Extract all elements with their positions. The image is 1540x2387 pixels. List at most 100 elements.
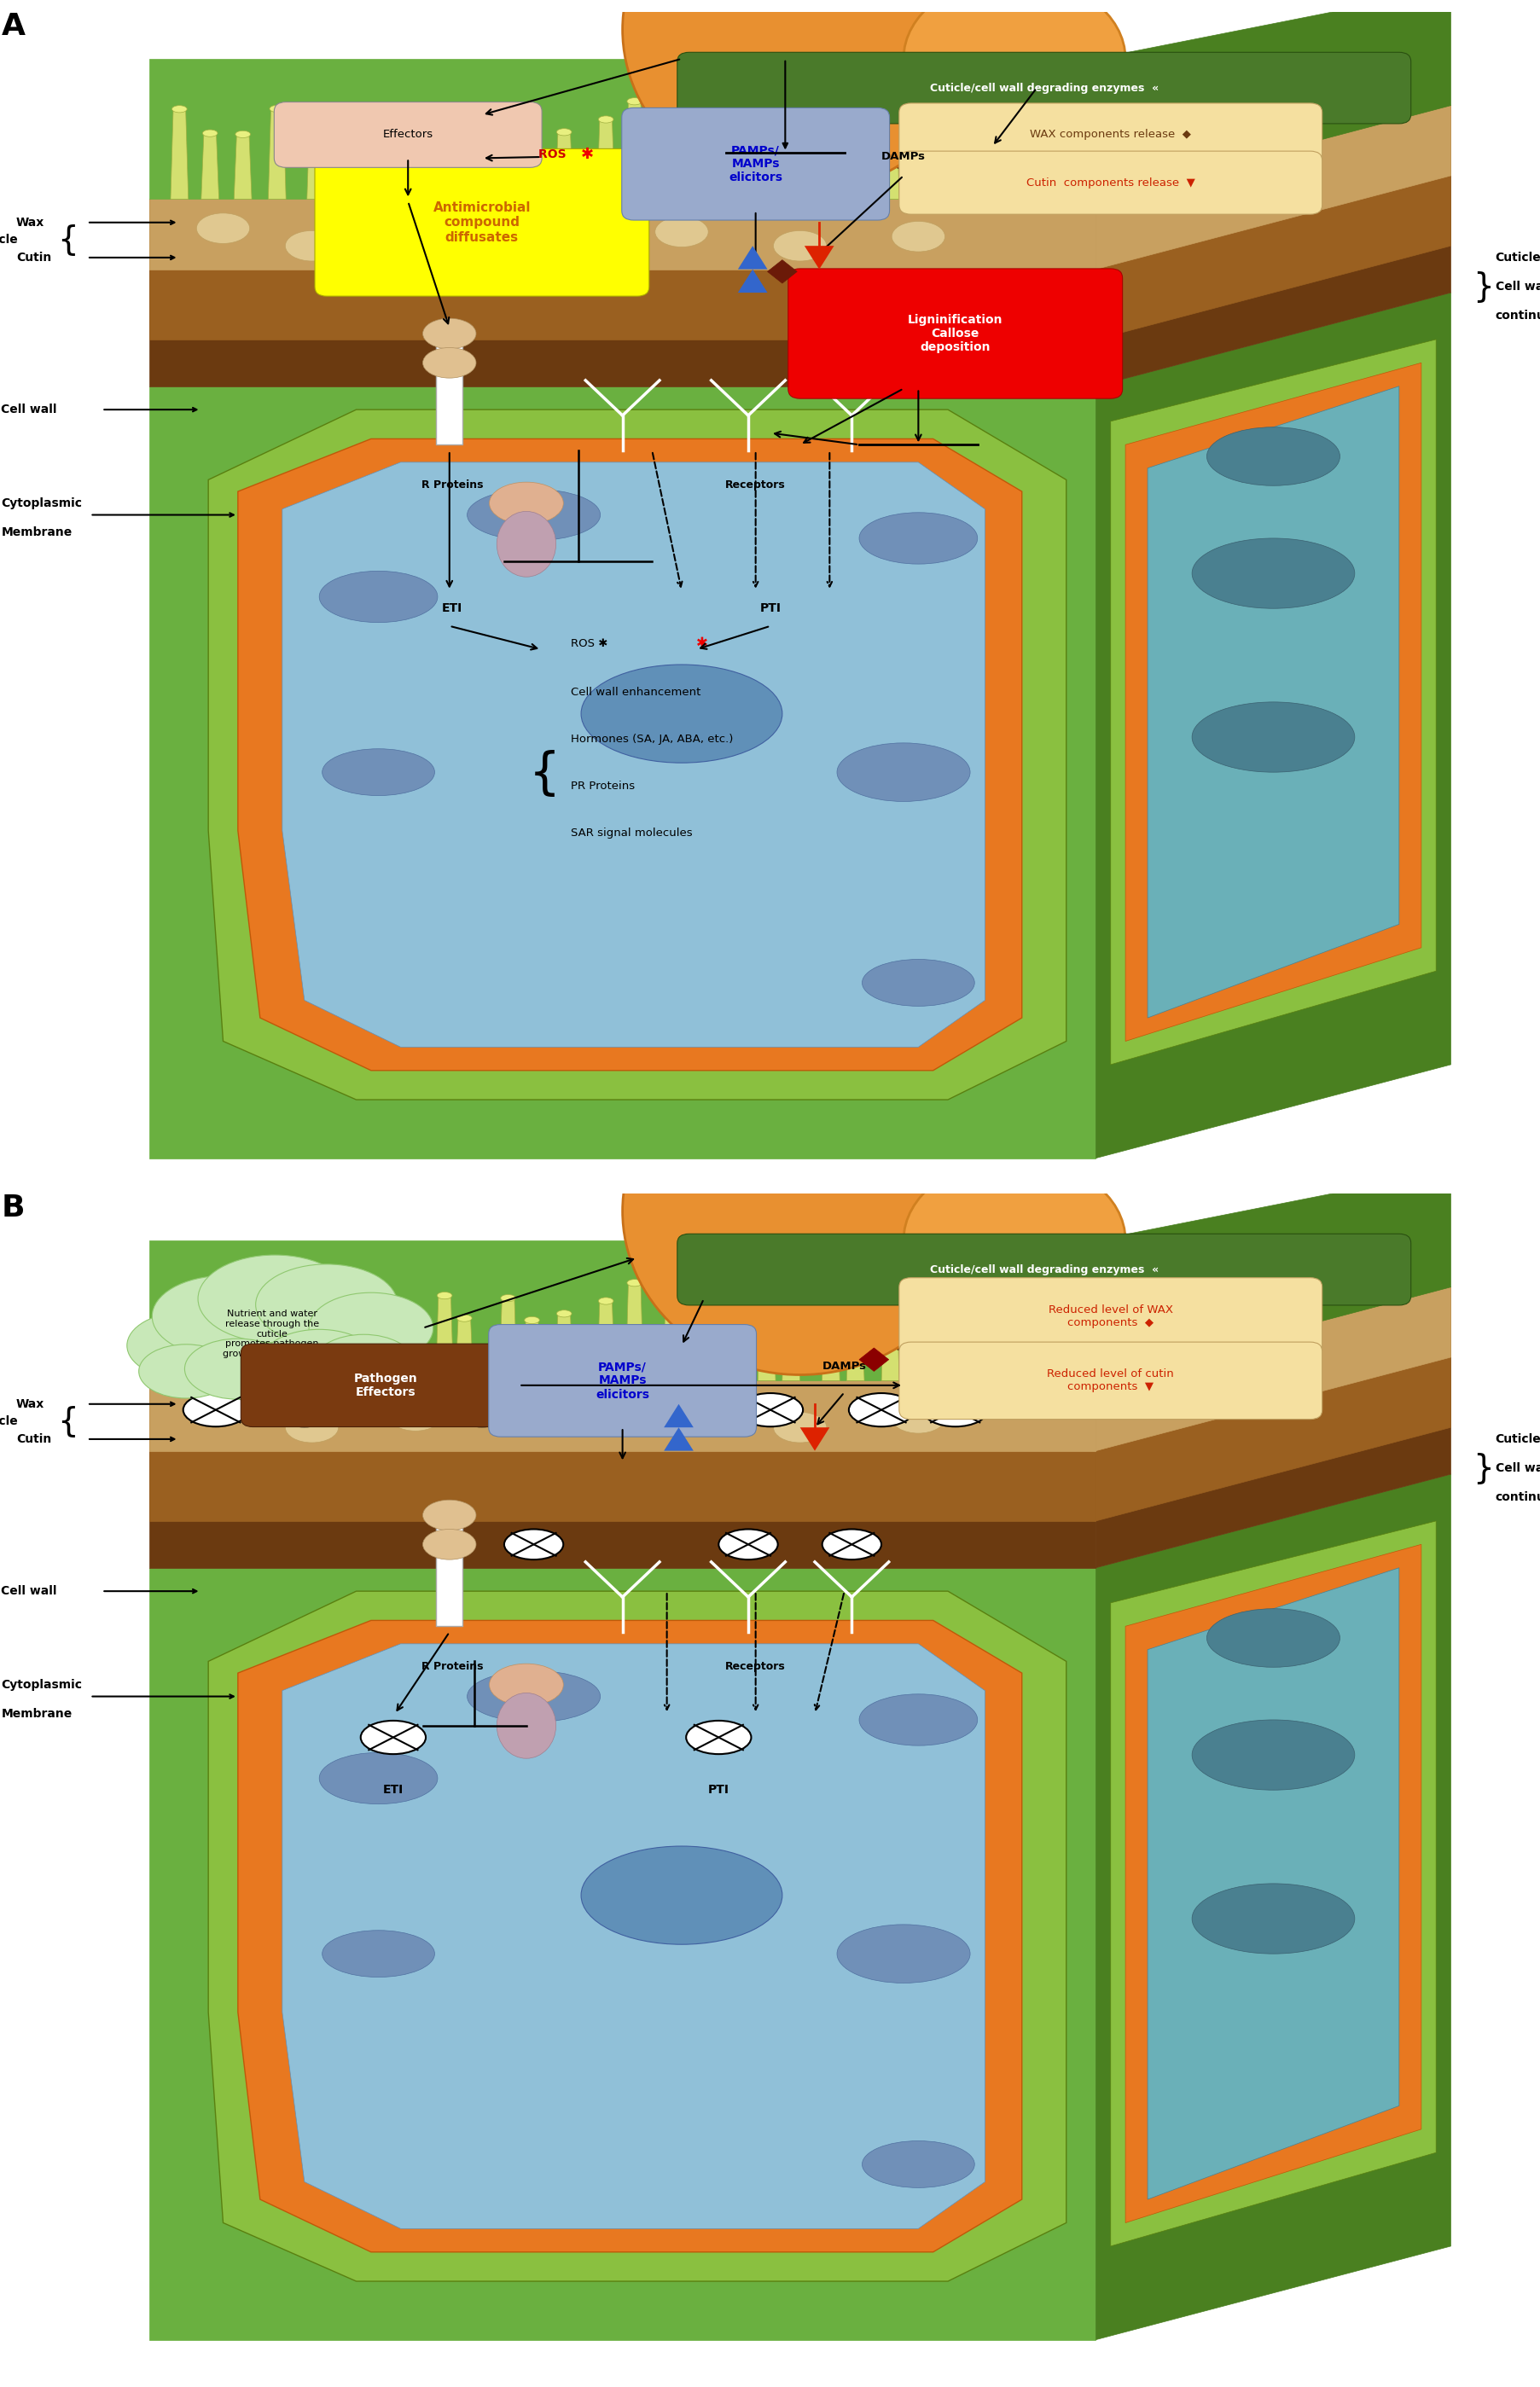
Ellipse shape	[718, 1530, 778, 1559]
Ellipse shape	[958, 136, 973, 143]
Polygon shape	[662, 105, 681, 198]
Ellipse shape	[496, 511, 556, 578]
Bar	[436, 1521, 462, 1626]
Polygon shape	[436, 1296, 453, 1380]
Polygon shape	[821, 1296, 839, 1380]
Text: ETI: ETI	[382, 1783, 403, 1795]
Ellipse shape	[990, 119, 1004, 127]
Text: PTI: PTI	[707, 1783, 728, 1795]
Polygon shape	[918, 131, 936, 198]
Text: R Proteins: R Proteins	[422, 1661, 484, 1673]
Bar	[436, 339, 462, 444]
Ellipse shape	[822, 110, 838, 117]
Polygon shape	[719, 1306, 738, 1380]
Polygon shape	[1095, 1170, 1451, 1380]
Ellipse shape	[139, 1344, 234, 1399]
Text: Hormones (SA, JA, ABA, etc.): Hormones (SA, JA, ABA, etc.)	[570, 733, 733, 745]
Polygon shape	[821, 115, 839, 198]
Ellipse shape	[360, 1721, 425, 1754]
Ellipse shape	[285, 232, 339, 260]
Ellipse shape	[654, 1399, 708, 1427]
Text: continuum: continuum	[1494, 1492, 1540, 1504]
Text: Cutin: Cutin	[15, 1432, 51, 1444]
Ellipse shape	[313, 1334, 414, 1392]
Polygon shape	[436, 115, 453, 198]
Polygon shape	[1013, 110, 1030, 198]
Text: Cuticle: Cuticle	[0, 1415, 17, 1427]
Ellipse shape	[270, 1287, 285, 1294]
Ellipse shape	[622, 1048, 976, 1375]
Ellipse shape	[422, 1530, 476, 1559]
Ellipse shape	[1206, 427, 1340, 485]
Ellipse shape	[862, 2141, 973, 2186]
Polygon shape	[958, 138, 975, 198]
Ellipse shape	[1206, 1609, 1340, 1666]
FancyBboxPatch shape	[899, 103, 1321, 167]
Ellipse shape	[545, 1394, 610, 1427]
Ellipse shape	[524, 1318, 539, 1325]
Polygon shape	[1095, 294, 1451, 1158]
Polygon shape	[149, 1380, 1095, 1451]
FancyBboxPatch shape	[488, 1325, 756, 1437]
Ellipse shape	[922, 1394, 987, 1427]
Ellipse shape	[581, 664, 782, 764]
Text: B: B	[2, 1194, 25, 1222]
Text: PR Proteins: PR Proteins	[570, 781, 634, 792]
Polygon shape	[859, 1349, 889, 1370]
Polygon shape	[881, 1287, 899, 1380]
Text: Cell wall: Cell wall	[2, 403, 57, 415]
Ellipse shape	[919, 127, 935, 134]
Polygon shape	[767, 260, 796, 284]
Ellipse shape	[126, 1313, 245, 1380]
Ellipse shape	[687, 124, 702, 131]
Polygon shape	[499, 1299, 517, 1380]
Polygon shape	[202, 134, 219, 198]
Text: Reduced level of cutin
components  ▼: Reduced level of cutin components ▼	[1047, 1368, 1173, 1392]
FancyBboxPatch shape	[899, 150, 1321, 215]
Ellipse shape	[889, 1325, 947, 1353]
Polygon shape	[554, 131, 573, 198]
Ellipse shape	[236, 1313, 251, 1320]
Ellipse shape	[172, 1287, 186, 1294]
FancyBboxPatch shape	[314, 148, 648, 296]
Ellipse shape	[1192, 1719, 1354, 1790]
Ellipse shape	[862, 960, 973, 1007]
Ellipse shape	[422, 317, 476, 349]
Text: Cuticle/cell wall degrading enzymes  «: Cuticle/cell wall degrading enzymes «	[929, 84, 1158, 93]
Ellipse shape	[721, 1301, 736, 1308]
Ellipse shape	[500, 112, 516, 119]
Polygon shape	[208, 1592, 1066, 2282]
Text: {: {	[57, 224, 79, 255]
Ellipse shape	[859, 513, 976, 563]
FancyBboxPatch shape	[678, 53, 1411, 124]
Text: Reduced level of WAX
components  ◆: Reduced level of WAX components ◆	[1047, 1303, 1172, 1327]
Ellipse shape	[596, 1349, 738, 1413]
Polygon shape	[522, 138, 541, 198]
Polygon shape	[845, 129, 864, 198]
Ellipse shape	[422, 349, 476, 377]
Polygon shape	[758, 1291, 775, 1380]
Ellipse shape	[197, 1394, 249, 1425]
Polygon shape	[149, 1568, 1095, 2339]
Ellipse shape	[536, 1406, 590, 1437]
Polygon shape	[1095, 1287, 1451, 1568]
Text: }: }	[1472, 1451, 1494, 1485]
FancyBboxPatch shape	[240, 1344, 530, 1427]
Text: Membrane: Membrane	[2, 1709, 72, 1721]
FancyBboxPatch shape	[622, 107, 889, 220]
Text: Cuticle-: Cuticle-	[1494, 1432, 1540, 1444]
Text: ROS ✱: ROS ✱	[570, 637, 607, 649]
Text: ROS: ROS	[539, 148, 570, 160]
Ellipse shape	[836, 1924, 970, 1984]
Text: ETI: ETI	[442, 602, 462, 613]
Ellipse shape	[1049, 98, 1063, 105]
Polygon shape	[328, 105, 346, 198]
Ellipse shape	[490, 1664, 564, 1707]
Ellipse shape	[822, 1530, 881, 1559]
Ellipse shape	[784, 1284, 798, 1291]
Polygon shape	[1095, 1475, 1451, 2339]
Ellipse shape	[319, 570, 437, 623]
Text: R Proteins: R Proteins	[422, 480, 484, 492]
Polygon shape	[268, 110, 286, 198]
Polygon shape	[1095, 105, 1451, 270]
